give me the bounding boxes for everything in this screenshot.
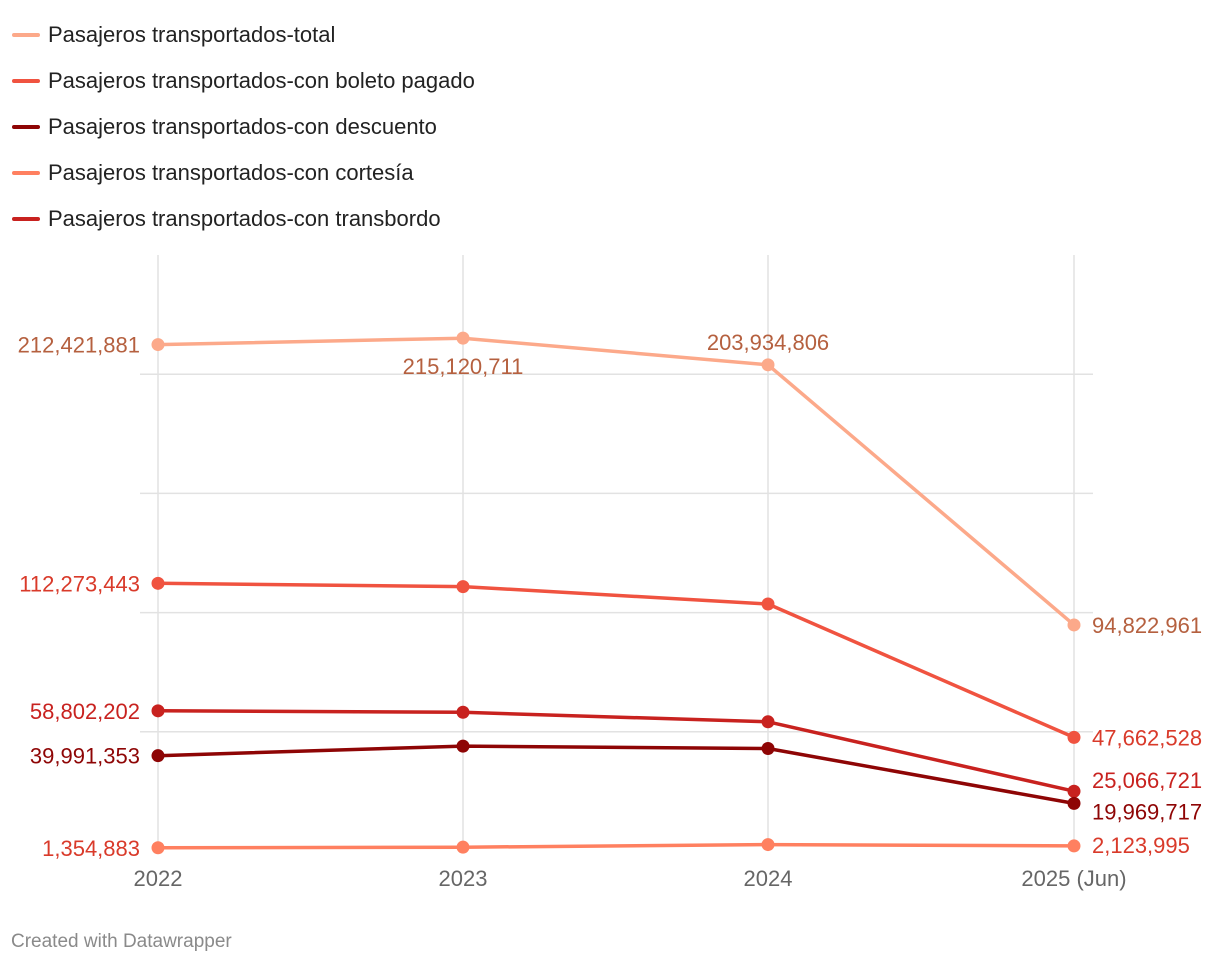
- data-label-0-3: 94,822,961: [1092, 613, 1202, 638]
- data-point-1-0: [151, 576, 165, 590]
- data-label-2-0: 39,991,353: [30, 744, 140, 769]
- data-label-1-0: 112,273,443: [19, 571, 140, 596]
- data-point-4-3: [1067, 784, 1081, 798]
- legend: Pasajeros transportados-total Pasajeros …: [12, 12, 475, 242]
- legend-label-cortesia: Pasajeros transportados-con cortesía: [48, 160, 414, 185]
- legend-label-boleto-pagado: Pasajeros transportados-con boleto pagad…: [48, 68, 475, 93]
- data-point-0-1: [456, 331, 470, 345]
- data-point-1-1: [456, 580, 470, 594]
- data-point-4-0: [151, 704, 165, 718]
- data-point-0-3: [1067, 618, 1081, 632]
- legend-swatch-transbordo: [12, 217, 40, 221]
- legend-swatch-boleto-pagado: [12, 79, 40, 83]
- data-label-0-2: 203,934,806: [707, 330, 829, 355]
- data-label-0-0: 212,421,881: [18, 333, 140, 358]
- data-point-1-3: [1067, 730, 1081, 744]
- legend-item-boleto-pagado: Pasajeros transportados-con boleto pagad…: [12, 58, 475, 104]
- legend-label-transbordo: Pasajeros transportados-con transbordo: [48, 206, 441, 231]
- data-point-2-1: [456, 739, 470, 753]
- legend-item-transbordo: Pasajeros transportados-con transbordo: [12, 196, 475, 242]
- data-point-0-2: [761, 358, 775, 372]
- data-label-4-0: 58,802,202: [30, 699, 140, 724]
- legend-item-cortesia: Pasajeros transportados-con cortesía: [12, 150, 475, 196]
- legend-label-total: Pasajeros transportados-total: [48, 22, 336, 47]
- data-point-4-1: [456, 705, 470, 719]
- data-label-3-0: 1,354,883: [42, 836, 140, 861]
- x-tick-label-3: 2025 (Jun): [1021, 866, 1126, 891]
- legend-swatch-total: [12, 33, 40, 37]
- series-line-4: [156, 709, 1076, 793]
- data-point-3-2: [761, 838, 775, 852]
- data-label-1-3: 47,662,528: [1092, 725, 1202, 750]
- data-point-2-3: [1067, 796, 1081, 810]
- data-point-3-0: [151, 841, 165, 855]
- data-point-3-1: [456, 840, 470, 854]
- data-label-3-3: 2,123,995: [1092, 833, 1190, 858]
- data-point-2-2: [761, 741, 775, 755]
- data-point-3-3: [1067, 839, 1081, 853]
- data-point-1-2: [761, 597, 775, 611]
- legend-swatch-descuento: [12, 125, 40, 129]
- data-point-4-2: [761, 715, 775, 729]
- series-line-2: [156, 744, 1076, 806]
- legend-swatch-cortesia: [12, 171, 40, 175]
- legend-label-descuento: Pasajeros transportados-con descuento: [48, 114, 437, 139]
- series-line-3: [156, 842, 1076, 850]
- x-tick-label-2: 2024: [744, 866, 793, 891]
- data-label-4-3: 25,066,721: [1092, 768, 1202, 793]
- x-tick-label-1: 2023: [439, 866, 488, 891]
- legend-item-total: Pasajeros transportados-total: [12, 12, 475, 58]
- data-point-2-0: [151, 749, 165, 763]
- x-tick-label-0: 2022: [134, 866, 183, 891]
- data-label-0-1: 215,120,711: [403, 354, 524, 379]
- data-point-0-0: [151, 338, 165, 352]
- series-line-1: [156, 581, 1076, 740]
- data-label-2-3: 19,969,717: [1092, 799, 1202, 824]
- series-line-0: [156, 336, 1076, 627]
- footer-credit: Created with Datawrapper: [11, 931, 232, 952]
- legend-item-descuento: Pasajeros transportados-con descuento: [12, 104, 475, 150]
